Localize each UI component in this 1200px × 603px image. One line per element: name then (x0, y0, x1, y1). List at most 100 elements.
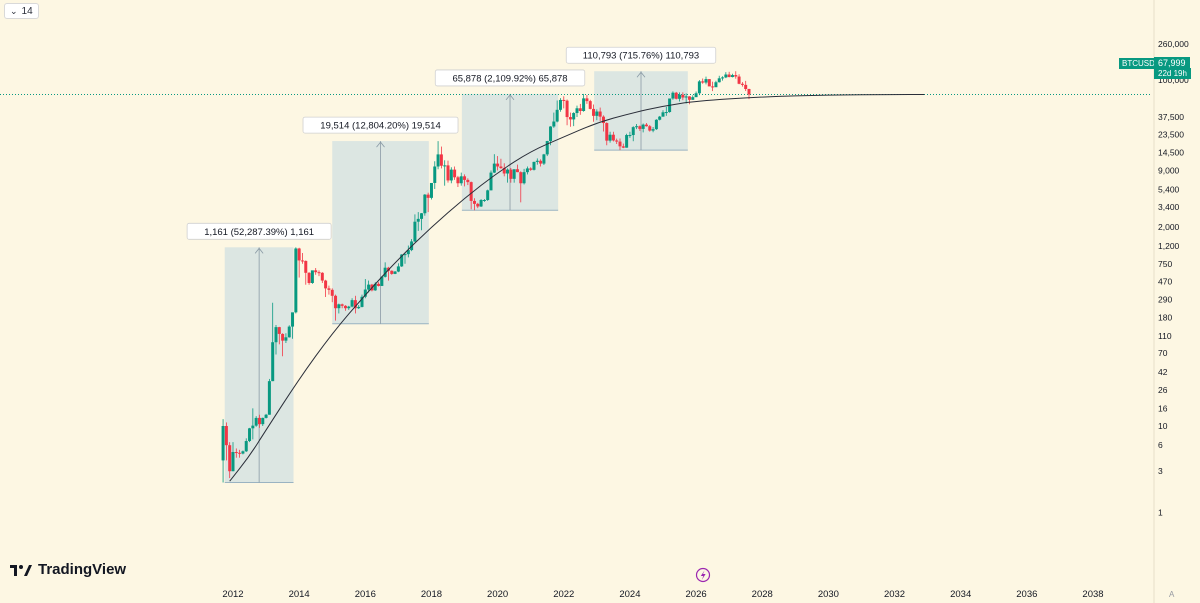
candle-body (747, 88, 751, 95)
y-tick-label: 9,000 (1158, 165, 1180, 175)
indicator-toggle[interactable]: ⌄ 14 (4, 3, 39, 19)
lightning-icon[interactable] (695, 567, 711, 583)
candle-body (274, 327, 278, 343)
y-tick-label: 6 (1158, 440, 1163, 450)
candle-body (284, 337, 288, 341)
y-tick-label: 1 (1158, 507, 1163, 517)
candle-body (380, 276, 384, 286)
range-label-box (302, 116, 459, 134)
candle-body (271, 342, 275, 382)
candle-body (221, 425, 225, 461)
countdown-badge: 22d 19h (1154, 68, 1191, 79)
candle-body (701, 81, 705, 83)
candle-body (416, 218, 420, 222)
candle-body (347, 306, 351, 309)
candle-body (330, 289, 334, 296)
candle-body (651, 129, 655, 131)
candle-body (691, 97, 695, 100)
range-label: 1,161 (52,287.39%) 1,161 (204, 227, 314, 238)
candle-body (426, 194, 430, 198)
candle-body (608, 134, 612, 141)
chevron-down-icon[interactable]: ⌄ (10, 5, 18, 16)
x-tick-label: 2020 (487, 589, 508, 600)
y-tick-label: 110 (1158, 331, 1172, 341)
x-tick-label: 2018 (421, 589, 442, 600)
candle-body (264, 414, 268, 418)
y-tick-label: 70 (1158, 348, 1168, 358)
candle-body (327, 288, 331, 290)
candle-body (449, 169, 453, 181)
candle-body (469, 182, 473, 201)
candle-body (644, 124, 648, 127)
candle-body (734, 75, 738, 77)
candle-body (499, 166, 503, 169)
indicator-value: 14 (21, 5, 33, 17)
candle-body (595, 111, 599, 116)
candle-body (244, 441, 248, 452)
candle-body (294, 248, 298, 313)
candle-body (578, 108, 582, 112)
candle-body (529, 168, 533, 170)
candle-body (396, 266, 400, 272)
candle-body (343, 305, 347, 309)
candle-body (658, 116, 662, 120)
candle-body (413, 221, 417, 242)
x-tick-label: 2026 (686, 589, 707, 600)
candle-body (251, 425, 255, 429)
price-candles (221, 71, 751, 483)
candle-body (740, 83, 744, 85)
candle-body (492, 163, 496, 173)
candle-body (446, 165, 450, 181)
candle-body (704, 79, 708, 83)
candle-body (463, 176, 467, 180)
y-tick-label: 260,000 (1158, 39, 1189, 49)
measure-ranges[interactable] (224, 71, 688, 484)
growth-curve[interactable] (229, 93, 925, 482)
candle-body (357, 306, 361, 309)
candle-body (664, 112, 668, 114)
candle-body (337, 304, 341, 309)
candle-body (360, 296, 364, 307)
candle-body (592, 108, 596, 116)
candle-body (661, 112, 665, 117)
candle-body (707, 79, 711, 87)
candle-body (406, 250, 410, 255)
y-tick-label: 3 (1158, 466, 1163, 476)
tradingview-logo[interactable]: TradingView (10, 561, 126, 578)
candle-body (730, 75, 734, 78)
range-label-box (565, 46, 717, 64)
candle-body (486, 190, 490, 200)
candle-body (605, 123, 609, 141)
candle-body (568, 117, 572, 120)
candle-body (400, 254, 404, 267)
y-tick-label: 3,400 (1158, 202, 1180, 212)
y-tick-label: 14,500 (1158, 148, 1184, 158)
candle-body (363, 289, 367, 297)
candle-body (648, 126, 652, 131)
candle-body (350, 300, 354, 307)
range-label-box (434, 69, 586, 87)
candle-body (598, 111, 602, 117)
candle-body (532, 161, 536, 170)
candle-body (420, 213, 424, 219)
candle-body (509, 169, 513, 179)
candle-body (545, 141, 549, 155)
candle-body (618, 141, 622, 147)
candle-body (519, 172, 523, 184)
candle-body (727, 74, 731, 78)
candle-body (611, 134, 615, 141)
candle-body (638, 126, 642, 129)
range-label: 65,878 (2,109.92%) 65,878 (452, 73, 567, 84)
candle-body (615, 140, 619, 142)
candle-body (231, 452, 235, 472)
candle-body (621, 146, 625, 148)
candle-body (628, 135, 632, 137)
candle-body (479, 199, 483, 207)
candle-body (737, 76, 741, 84)
candle-body (542, 154, 546, 164)
y-tick-label: 16 (1158, 403, 1168, 413)
range-label: 110,793 (715.76%) 110,793 (583, 51, 699, 62)
axis-settings-icon[interactable]: A (1169, 590, 1175, 599)
candle-body (525, 168, 529, 173)
